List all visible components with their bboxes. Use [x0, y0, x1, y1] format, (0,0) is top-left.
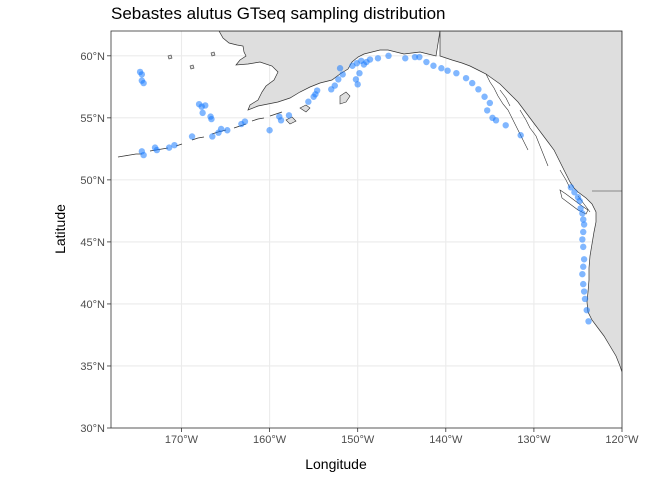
sample-point	[411, 53, 419, 61]
x-tick-label: 120°W	[605, 434, 639, 446]
x-tick-label: 170°W	[165, 434, 199, 446]
sample-point	[585, 318, 592, 325]
sample-point	[336, 65, 344, 72]
x-tick-label: 150°W	[341, 434, 375, 446]
sample-point	[188, 133, 196, 140]
sample-point	[217, 125, 225, 133]
sample-point	[354, 81, 361, 88]
y-tick-label: 55°N	[80, 113, 105, 125]
panel-border	[110, 30, 623, 429]
sample-point	[335, 76, 342, 83]
sample-point	[486, 99, 494, 107]
sample-point	[402, 55, 409, 62]
sample-point	[577, 205, 584, 212]
sample-point	[138, 77, 146, 84]
sample-point	[277, 117, 285, 124]
sample-point	[339, 71, 346, 78]
sample-point	[579, 236, 586, 243]
sample-point	[580, 228, 587, 236]
land-north-america	[218, 31, 441, 111]
sample-point	[208, 115, 215, 123]
x-tick-label: 130°W	[517, 434, 551, 446]
sample-point	[580, 288, 588, 295]
x-axis-title: Longitude	[305, 456, 367, 472]
sample-points	[136, 52, 592, 325]
sample-point	[580, 256, 588, 263]
coastline-detail	[485, 73, 591, 213]
kodiak-island	[339, 91, 351, 105]
sample-point	[366, 56, 374, 63]
sample-point	[581, 295, 589, 303]
sample-point	[475, 86, 482, 93]
sample-point	[331, 82, 338, 89]
y-tick-label: 35°N	[80, 361, 105, 373]
sample-point	[571, 189, 578, 196]
sample-point	[438, 65, 445, 72]
sample-point	[469, 79, 476, 87]
sample-point	[502, 122, 509, 129]
y-tick-label: 45°N	[80, 237, 105, 249]
sample-point	[138, 71, 146, 78]
sample-point	[305, 98, 312, 105]
sample-point	[385, 52, 392, 60]
sample-point	[579, 270, 586, 278]
sample-point	[153, 146, 161, 154]
chart-title: Sebastes alutus GTseq sampling distribut…	[111, 4, 446, 23]
sample-point	[356, 69, 363, 77]
sample-point	[579, 210, 586, 217]
sample-point	[580, 280, 587, 288]
y-tick-label: 30°N	[80, 423, 105, 435]
sample-point	[352, 76, 360, 83]
axes: 170°W 160°W 150°W 140°W 130°W 120°W 30°N 35°N 40…	[80, 51, 639, 446]
sample-point	[444, 67, 451, 74]
sample-point	[241, 118, 249, 125]
x-tick-label: 160°W	[253, 434, 287, 446]
y-tick-label: 50°N	[80, 175, 105, 187]
y-tick-label: 60°N	[80, 51, 105, 63]
sample-point	[492, 117, 500, 124]
sample-point	[580, 263, 587, 270]
sample-point	[583, 306, 590, 314]
sample-point	[517, 132, 524, 139]
sample-point	[580, 243, 587, 251]
sample-point	[202, 102, 209, 109]
sample-point	[580, 216, 587, 223]
sample-point	[423, 58, 430, 66]
sample-point	[224, 127, 231, 134]
sample-point	[312, 91, 319, 98]
sample-point	[285, 112, 293, 119]
sample-point	[462, 74, 470, 82]
y-tick-label: 40°N	[80, 299, 105, 311]
bering-islands	[167, 51, 216, 70]
sample-point	[580, 221, 588, 228]
sample-point	[199, 109, 206, 117]
x-tick-label: 140°W	[429, 434, 463, 446]
sample-point	[567, 184, 575, 191]
sample-point	[165, 144, 173, 151]
sample-point	[171, 141, 178, 149]
sample-point	[138, 148, 146, 155]
sample-point	[481, 93, 488, 100]
sample-point	[576, 197, 583, 205]
sample-point	[374, 55, 382, 62]
sample-point	[266, 127, 273, 134]
sample-point	[484, 107, 491, 114]
sample-point	[453, 69, 460, 77]
sample-point	[209, 133, 216, 140]
sample-point	[416, 53, 423, 61]
sample-point	[430, 62, 437, 69]
